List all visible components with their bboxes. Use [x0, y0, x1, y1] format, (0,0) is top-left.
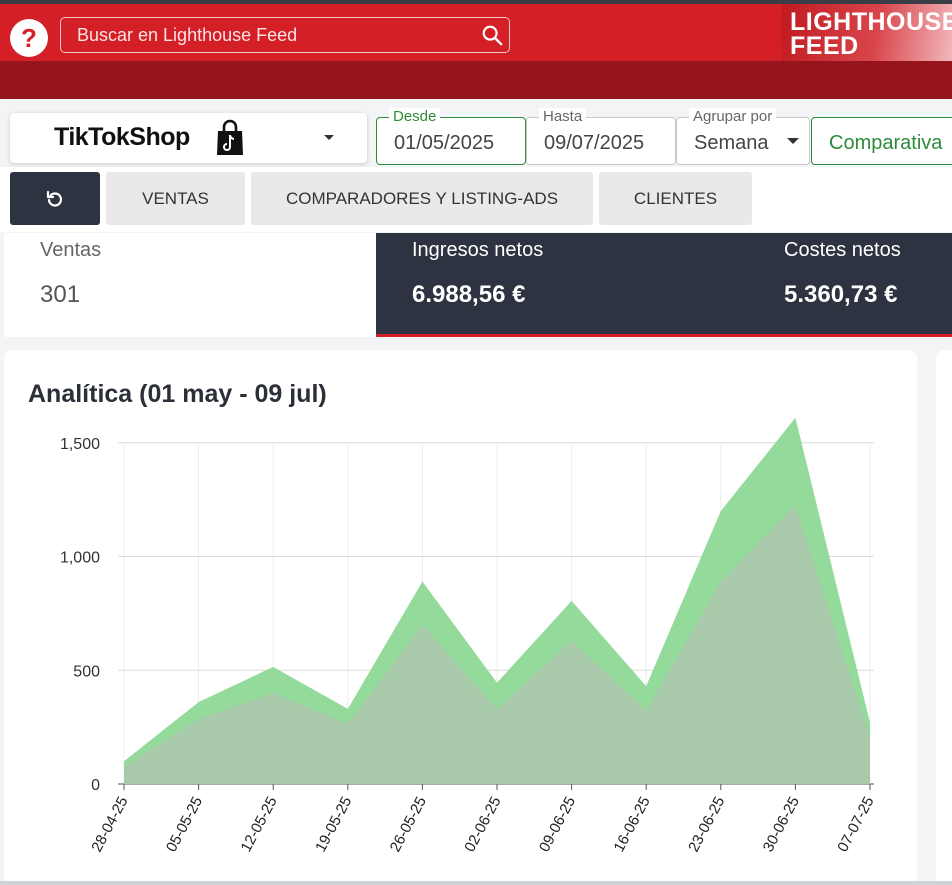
dropdown-arrow-icon[interactable]: [787, 138, 799, 144]
agrupar-select[interactable]: Agrupar por Semana: [676, 108, 810, 165]
x-tick-label: 19-05-25: [312, 794, 355, 855]
chart-title: Analítica (01 may - 09 jul): [28, 380, 327, 408]
agrupar-value[interactable]: Semana: [694, 132, 769, 154]
logo-line1: LIGHTHOUSE: [790, 8, 952, 36]
x-tick-label: 05-05-25: [163, 794, 206, 855]
desde-label: Desde: [389, 108, 441, 125]
area-series-2: [124, 505, 870, 784]
hasta-date-field[interactable]: Hasta 09/07/2025: [526, 108, 676, 165]
desde-date-field[interactable]: Desde 01/05/2025: [376, 108, 526, 165]
tiktok-bag-icon: [217, 119, 243, 155]
logo-line2: FEED: [790, 32, 859, 60]
search-box[interactable]: [60, 17, 510, 53]
kpi-ingresos-value: 6.988,56 €: [412, 281, 526, 308]
x-tick-label: 26-05-25: [387, 794, 430, 855]
x-tick-label: 07-07-25: [834, 794, 877, 855]
hasta-value[interactable]: 09/07/2025: [544, 132, 645, 154]
help-button[interactable]: ?: [10, 19, 48, 57]
comparativa-label: Comparativa: [829, 132, 943, 154]
area-chart[interactable]: 0 500 1,000 1,500 28-04-25 05-05-25 12-05-25 19…: [4, 350, 917, 885]
tab-ventas[interactable]: VENTAS: [106, 172, 245, 225]
store-name: TikTokShop: [54, 123, 190, 151]
x-tick-label: 09-06-25: [536, 794, 579, 855]
x-tick-label: 28-04-25: [88, 794, 131, 855]
search-input[interactable]: [77, 18, 477, 52]
question-icon: ?: [21, 22, 37, 53]
refresh-button[interactable]: [10, 172, 100, 225]
kpi-ventas-card: Ventas 301: [4, 233, 376, 337]
x-tick-label: 16-06-25: [611, 794, 654, 855]
bottom-border: [0, 881, 952, 885]
x-tick-label: 02-06-25: [461, 794, 504, 855]
refresh-icon: [46, 190, 63, 207]
lighthouse-feed-logo[interactable]: LIGHTHOUSE FEED: [782, 4, 952, 61]
kpi-ingresos-label: Ingresos netos: [412, 239, 544, 261]
x-tick-label: 23-06-25: [685, 794, 728, 855]
kpi-costes-label: Costes netos: [784, 239, 901, 261]
comparativa-button[interactable]: Comparativa: [811, 117, 952, 165]
top-strip: [0, 0, 952, 4]
y-tick-label: 500: [73, 663, 100, 680]
search-icon[interactable]: [481, 24, 503, 46]
x-tick-label: 12-05-25: [238, 794, 281, 855]
tab-comparadores[interactable]: COMPARADORES Y LISTING-ADS: [251, 172, 593, 225]
kpi-ventas-value: 301: [40, 281, 81, 308]
kpi-ventas-label: Ventas: [40, 239, 102, 261]
store-selector[interactable]: TikTokShop: [10, 113, 367, 163]
kpi-summary-panel: Ingresos netos 6.988,56 € Costes netos 5…: [376, 233, 952, 337]
sub-header-bar: [0, 61, 952, 99]
x-tick-label: 30-06-25: [760, 794, 803, 855]
analytics-chart-card: Analítica (01 may - 09 jul) 0 500 1,000 1,5…: [4, 350, 917, 885]
kpi-costes-value: 5.360,73 €: [784, 281, 898, 308]
agrupar-label: Agrupar por: [689, 108, 777, 125]
chevron-down-icon[interactable]: [324, 135, 334, 140]
secondary-card: [936, 350, 952, 885]
hasta-label: Hasta: [539, 108, 587, 125]
desde-value[interactable]: 01/05/2025: [394, 132, 495, 154]
tab-clientes[interactable]: CLIENTES: [599, 172, 752, 225]
y-tick-label: 0: [91, 777, 100, 794]
y-tick-label: 1,000: [60, 550, 100, 567]
y-tick-label: 1,500: [60, 436, 100, 453]
